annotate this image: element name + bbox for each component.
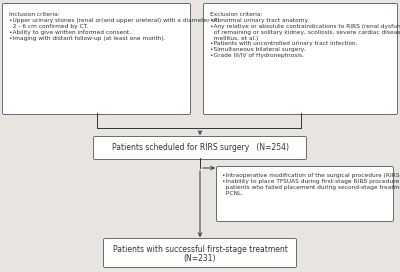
- Text: (N=231): (N=231): [184, 254, 216, 262]
- Text: mellitus, et al.): mellitus, et al.): [210, 36, 258, 41]
- Text: patients who failed placement during second-stage treatment and followed by: patients who failed placement during sec…: [222, 185, 400, 190]
- Text: Inclusion criteria:: Inclusion criteria:: [9, 12, 60, 17]
- Text: •Inability to place TFSUAS during first-stage RIRS procedure (N=21), including 2: •Inability to place TFSUAS during first-…: [222, 179, 400, 184]
- Text: •Simultaneous bilateral surgery.: •Simultaneous bilateral surgery.: [210, 47, 305, 52]
- FancyBboxPatch shape: [94, 137, 306, 159]
- Text: 2 - 6 cm confirmed by CT.: 2 - 6 cm confirmed by CT.: [9, 24, 88, 29]
- Text: Exclusion criteria:: Exclusion criteria:: [210, 12, 262, 17]
- FancyBboxPatch shape: [104, 239, 296, 267]
- Text: •Imaging with distant follow-up (at least one month).: •Imaging with distant follow-up (at leas…: [9, 36, 166, 41]
- Text: PCNL.: PCNL.: [222, 191, 243, 196]
- Text: Patients with successful first-stage treatment: Patients with successful first-stage tre…: [112, 245, 288, 254]
- Text: •Any relative or absolute contraindications to RIRS (renal dysfunction, nephrect: •Any relative or absolute contraindicati…: [210, 24, 400, 29]
- Text: Patients scheduled for RIRS surgery   (N=254): Patients scheduled for RIRS surgery (N=2…: [112, 144, 288, 153]
- FancyBboxPatch shape: [204, 4, 398, 115]
- FancyBboxPatch shape: [2, 4, 190, 115]
- FancyBboxPatch shape: [216, 166, 394, 221]
- Text: of remaining or solitary kidney, scoliosis, severe cardiac disease, and diabetes: of remaining or solitary kidney, scolios…: [210, 30, 400, 35]
- Text: •Abnormal urinary tract anatomy.: •Abnormal urinary tract anatomy.: [210, 18, 309, 23]
- Text: •Patients with uncontrolled urinary tract infection.: •Patients with uncontrolled urinary trac…: [210, 41, 358, 47]
- Text: •Grade III/IV of Hydronephrosis.: •Grade III/IV of Hydronephrosis.: [210, 53, 304, 58]
- Text: •Upper urinary stones (renal or/and upper ureteral) with a diameter of: •Upper urinary stones (renal or/and uppe…: [9, 18, 217, 23]
- Text: •Ability to give written informed consent.: •Ability to give written informed consen…: [9, 30, 131, 35]
- Text: •Intraoperative modification of the surgical procedure (RIRS→PCNL) (N=2).: •Intraoperative modification of the surg…: [222, 173, 400, 178]
